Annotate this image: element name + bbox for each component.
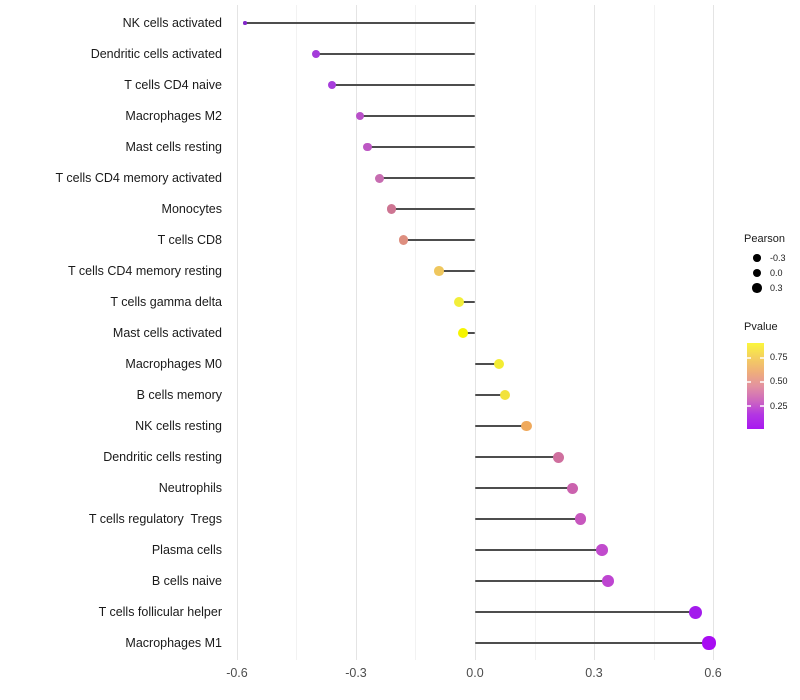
- data-point: [327, 80, 337, 90]
- category-label: T cells follicular helper: [98, 605, 222, 619]
- category-label: B cells memory: [136, 388, 222, 402]
- gridline-minor: [653, 5, 655, 660]
- lollipop-stem: [244, 22, 475, 24]
- category-label: T cells CD8: [157, 233, 222, 247]
- data-point: [702, 636, 716, 650]
- category-label: NK cells activated: [122, 16, 222, 30]
- lollipop-stem: [459, 301, 475, 303]
- gridline-minor: [415, 5, 417, 660]
- data-point: [454, 297, 465, 307]
- category-label: T cells gamma delta: [110, 295, 222, 309]
- x-tick-label: -0.3: [345, 666, 367, 680]
- lollipop-stem: [391, 208, 475, 210]
- category-label: Dendritic cells activated: [90, 47, 222, 61]
- lollipop-stem: [379, 177, 475, 179]
- category-label: B cells naive: [151, 574, 222, 588]
- lollipop-stem: [463, 332, 475, 334]
- gridline-major: [475, 5, 476, 660]
- colorbar-tick-label: 0.75: [770, 352, 788, 363]
- data-point: [596, 544, 608, 556]
- data-point: [375, 173, 385, 183]
- data-point: [499, 389, 510, 401]
- lollipop-stem: [439, 270, 475, 272]
- data-point: [521, 420, 532, 432]
- data-point: [243, 21, 247, 25]
- lollipop-stem: [475, 580, 608, 582]
- category-label: Macrophages M2: [125, 109, 222, 123]
- gridline-major: [355, 5, 357, 660]
- colorbar-tick: [747, 405, 751, 407]
- x-tick-label: -0.6: [226, 666, 248, 680]
- lollipop-stem: [475, 394, 505, 396]
- gridline-major: [236, 5, 238, 660]
- gridline-minor: [296, 5, 298, 660]
- lollipop-stem: [332, 84, 475, 86]
- category-label: Plasma cells: [151, 543, 222, 557]
- colorbar-tick: [760, 381, 764, 383]
- pvalue-legend-title: Pvalue: [744, 321, 778, 333]
- category-label: Neutrophils: [158, 481, 222, 495]
- lollipop-stem: [359, 115, 475, 117]
- category-label: Macrophages M0: [125, 357, 222, 371]
- colorbar-tick: [760, 357, 764, 359]
- category-label: T cells CD4 memory resting: [68, 264, 222, 278]
- lollipop-stem: [475, 425, 527, 427]
- gridline-major: [713, 5, 715, 660]
- data-point: [434, 266, 445, 276]
- category-label: Dendritic cells resting: [103, 450, 222, 464]
- data-point: [688, 605, 702, 619]
- colorbar-tick: [747, 381, 751, 383]
- data-point: [387, 204, 397, 214]
- data-point: [574, 513, 586, 525]
- data-point: [552, 451, 564, 463]
- category-label: Monocytes: [161, 202, 222, 216]
- size-legend-label: -0.3: [770, 252, 786, 263]
- lollipop-stem: [316, 53, 475, 55]
- lollipop-stem: [475, 611, 696, 613]
- gridline-major: [594, 5, 595, 660]
- size-legend-dot: [753, 254, 761, 262]
- category-label: Macrophages M1: [125, 636, 222, 650]
- data-point: [493, 358, 504, 370]
- lollipop-stem: [475, 487, 573, 489]
- data-point: [458, 328, 469, 338]
- colorbar-tick-label: 0.50: [770, 376, 788, 387]
- category-label: Mast cells resting: [125, 140, 222, 154]
- category-label: NK cells resting: [135, 419, 222, 433]
- data-point: [363, 142, 373, 152]
- size-legend-dot: [752, 283, 762, 293]
- colorbar-tick-label: 0.25: [770, 400, 788, 411]
- lollipop-stem: [475, 518, 581, 520]
- category-label: T cells regulatory Tregs: [88, 512, 222, 526]
- size-legend-label: 0.3: [770, 282, 783, 293]
- pvalue-colorbar: [747, 343, 764, 429]
- category-label: T cells CD4 naive: [124, 78, 222, 92]
- size-legend-dot: [752, 268, 762, 278]
- lollipop-stem: [475, 363, 499, 365]
- colorbar-tick: [760, 405, 764, 407]
- x-tick-label: 0.0: [466, 666, 484, 680]
- gridline-minor: [534, 5, 536, 660]
- data-point: [312, 50, 321, 58]
- lollipop-stem: [475, 549, 602, 551]
- lollipop-stem: [367, 146, 475, 148]
- lollipop-stem: [475, 456, 559, 458]
- data-point: [355, 111, 365, 121]
- category-label: Mast cells activated: [112, 326, 222, 340]
- data-point: [601, 575, 614, 587]
- data-point: [566, 482, 578, 494]
- x-tick-label: 0.6: [704, 666, 722, 680]
- lollipop-stem: [403, 239, 475, 241]
- colorbar-tick: [747, 357, 751, 359]
- pearson-legend-title: Pearson: [744, 233, 785, 245]
- category-label: T cells CD4 memory activated: [55, 171, 223, 185]
- x-tick-label: 0.3: [585, 666, 603, 680]
- lollipop-stem: [475, 642, 710, 644]
- data-point: [398, 235, 409, 245]
- size-legend-label: 0.0: [770, 267, 783, 278]
